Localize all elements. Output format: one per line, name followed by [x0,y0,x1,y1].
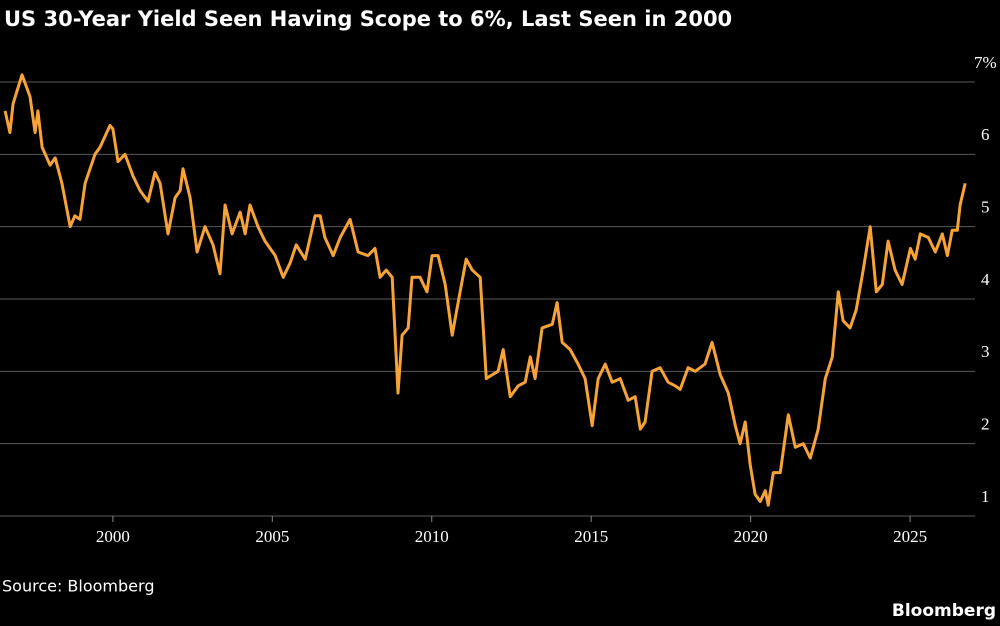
x-tick-label: 2010 [415,527,449,546]
yield-line [3,73,967,507]
source: Source: Bloomberg [2,577,154,596]
x-tick-label: 2020 [734,527,768,546]
y-tick-label: 4 [981,270,990,289]
y-tick-label: 7% [974,53,997,72]
y-tick-label: 3 [981,342,990,361]
y-tick-label: 2 [981,415,990,434]
y-tick-label: 1 [981,487,990,506]
x-tick-label: 2000 [96,527,130,546]
brand: Bloomberg [892,601,996,621]
chart-title: US 30-Year Yield Seen Having Scope to 6%… [4,7,732,31]
x-tick-label: 2025 [893,527,927,546]
y-tick-label: 6 [981,125,990,144]
x-tick-label: 2005 [255,527,289,546]
x-tick-label: 2015 [574,527,608,546]
y-tick-label: 5 [981,198,990,217]
